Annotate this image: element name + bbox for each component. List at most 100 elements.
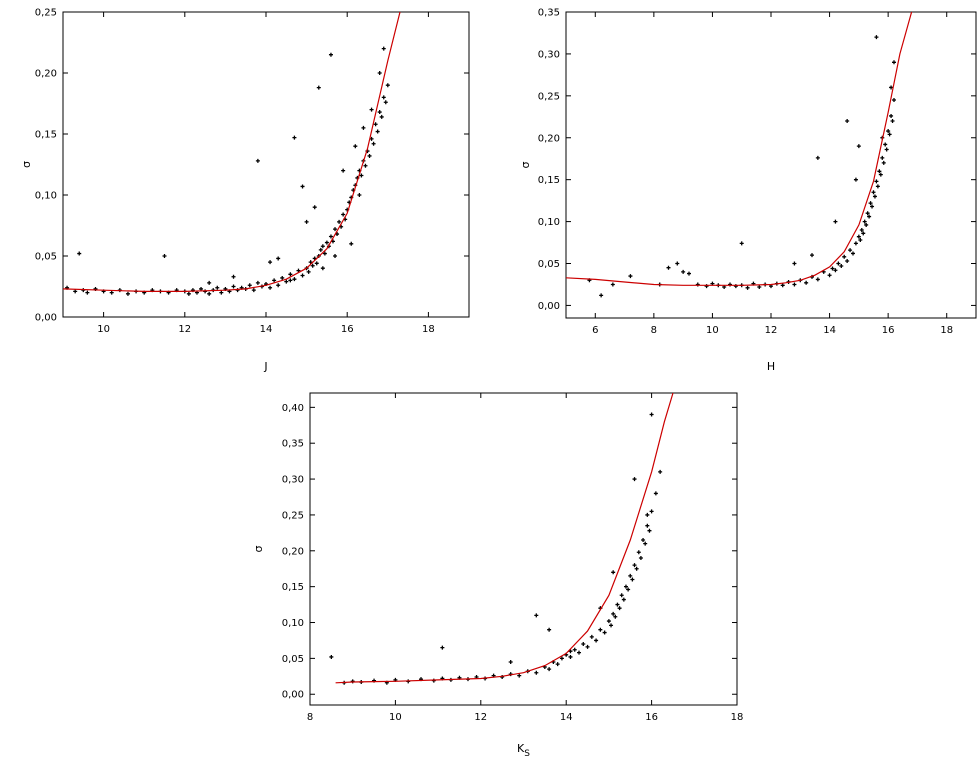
- data-point: [517, 673, 522, 678]
- data-point: [310, 263, 315, 268]
- data-point: [739, 241, 744, 246]
- data-point: [304, 219, 309, 224]
- data-point: [643, 541, 648, 546]
- data-point: [848, 248, 853, 253]
- data-point: [357, 193, 362, 197]
- data-point: [288, 278, 293, 283]
- data-point: [329, 654, 334, 659]
- y-axis-label: σ: [20, 161, 33, 168]
- data-point: [621, 597, 626, 602]
- data-point: [626, 587, 631, 592]
- data-point: [215, 285, 220, 290]
- plot-area: [63, 12, 401, 296]
- data-point: [333, 254, 338, 258]
- data-point: [687, 271, 691, 276]
- data-point: [320, 244, 325, 249]
- data-point: [780, 283, 785, 288]
- data-point: [300, 184, 305, 189]
- data-point: [757, 284, 762, 289]
- data-point: [804, 280, 809, 285]
- data-point: [874, 179, 879, 184]
- data-point: [666, 265, 671, 270]
- data-point: [369, 107, 374, 112]
- y-tick-label: 0,00: [538, 301, 560, 312]
- data-point: [890, 118, 895, 123]
- data-point: [288, 272, 293, 277]
- data-point: [606, 619, 611, 624]
- data-point: [856, 144, 861, 149]
- data-point: [379, 114, 384, 119]
- data-point: [878, 172, 883, 177]
- data-point: [641, 538, 646, 543]
- y-tick-label: 0,10: [282, 618, 304, 629]
- x-tick-label: 10: [706, 325, 719, 336]
- data-point: [853, 241, 858, 246]
- y-axis-label: σ: [252, 545, 265, 552]
- data-point: [306, 269, 311, 274]
- data-point: [875, 184, 880, 189]
- data-point: [681, 269, 686, 274]
- y-tick-label: 0,20: [282, 546, 304, 557]
- fit-curve: [335, 393, 674, 684]
- plot-frame: [565, 11, 977, 319]
- y-axis-label: σ: [519, 161, 532, 168]
- data-point: [886, 129, 891, 134]
- data-point: [611, 570, 616, 575]
- data-point: [381, 46, 386, 51]
- data-point: [328, 234, 333, 239]
- data-point: [268, 285, 273, 290]
- data-point: [508, 659, 513, 664]
- data-point: [842, 254, 847, 259]
- data-point: [547, 627, 552, 632]
- data-point: [867, 214, 872, 219]
- y-tick-label: 0,35: [538, 8, 560, 19]
- data-point: [833, 268, 838, 273]
- data-point: [572, 647, 577, 652]
- x-tick-label: 8: [651, 325, 657, 336]
- data-point: [874, 35, 879, 40]
- data-point: [889, 113, 894, 118]
- data-point: [589, 634, 594, 639]
- data-point: [636, 550, 641, 555]
- data-point: [199, 286, 204, 291]
- data-point: [207, 280, 212, 285]
- data-point: [207, 291, 212, 296]
- x-axis-label: KS: [517, 742, 530, 759]
- data-point: [363, 163, 368, 168]
- x-axis-label: H: [767, 360, 775, 373]
- y-tick-label: 0,00: [35, 313, 57, 324]
- data-point: [353, 144, 358, 149]
- y-tick-label: 0,35: [282, 439, 304, 450]
- data-point: [341, 212, 346, 217]
- data-point: [611, 611, 616, 616]
- plot-area: [566, 12, 913, 298]
- data-point: [638, 555, 643, 560]
- data-point: [827, 273, 832, 278]
- x-tick-label: 18: [422, 324, 435, 335]
- x-tick-label: 16: [341, 324, 354, 335]
- data-point: [839, 264, 844, 269]
- data-point: [632, 563, 637, 568]
- data-point: [333, 227, 338, 232]
- x-tick-label: 16: [645, 712, 658, 723]
- data-point: [568, 654, 573, 659]
- data-point: [830, 266, 835, 271]
- x-tick-label: 12: [765, 325, 778, 336]
- data-point: [833, 219, 838, 224]
- data-point: [280, 275, 285, 280]
- data-point: [649, 509, 654, 514]
- data-point: [318, 247, 323, 252]
- chart-panel-h: 6 8 10 12 14 16 18 0,00 0,05 0,10 0,15 0,20 0,25 0,30…: [519, 8, 977, 373]
- data-point: [308, 260, 313, 265]
- data-point: [324, 240, 329, 245]
- data-point: [581, 642, 586, 647]
- y-tick-label: 0,25: [282, 510, 304, 521]
- data-point: [547, 667, 552, 672]
- y-tick-label: 0,20: [35, 69, 57, 80]
- x-tick-label: 12: [178, 324, 191, 335]
- data-point: [609, 623, 614, 628]
- data-point: [337, 219, 342, 224]
- x-tick-label: 6: [592, 325, 598, 336]
- data-point: [284, 279, 289, 284]
- data-point: [628, 573, 633, 578]
